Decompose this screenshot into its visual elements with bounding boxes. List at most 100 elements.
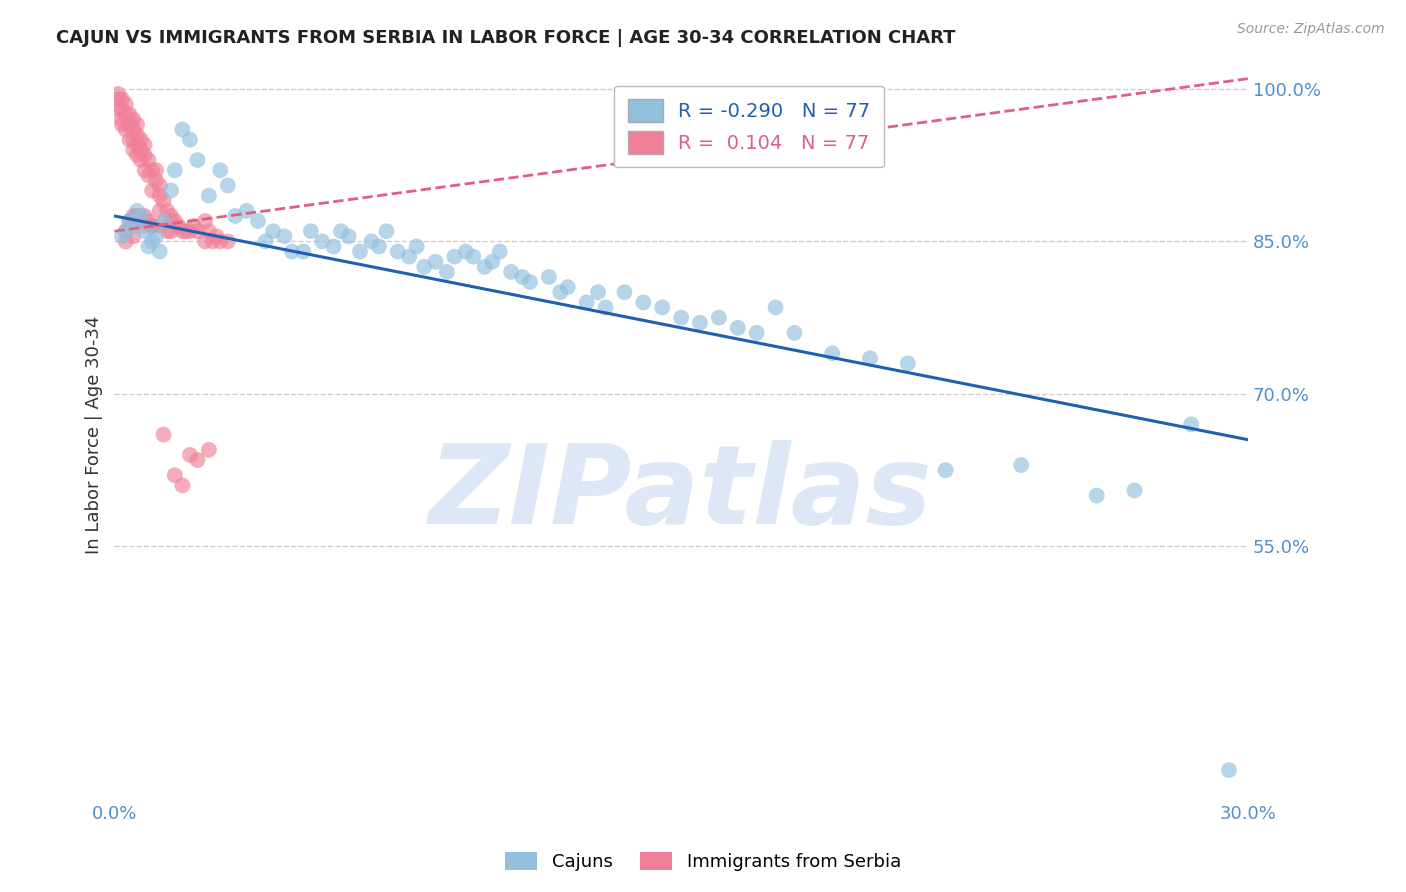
Cajuns — [122, 219, 145, 234]
Cajuns — [322, 239, 344, 253]
Immigrants from Serbia — [134, 137, 156, 152]
Cajuns — [209, 163, 232, 178]
Legend: Cajuns, Immigrants from Serbia: Cajuns, Immigrants from Serbia — [498, 845, 908, 879]
Immigrants from Serbia — [209, 235, 232, 249]
Cajuns — [198, 188, 221, 202]
Cajuns — [745, 326, 768, 340]
Immigrants from Serbia — [129, 143, 152, 157]
Immigrants from Serbia — [194, 235, 217, 249]
Immigrants from Serbia — [163, 468, 186, 483]
Cajuns — [548, 285, 571, 300]
Cajuns — [669, 310, 692, 325]
Cajuns — [463, 250, 485, 264]
Cajuns — [613, 285, 636, 300]
Cajuns — [152, 214, 174, 228]
Cajuns — [501, 265, 523, 279]
Cajuns — [141, 235, 163, 249]
Cajuns — [125, 203, 148, 218]
Cajuns — [273, 229, 295, 244]
Immigrants from Serbia — [179, 224, 201, 238]
Immigrants from Serbia — [111, 118, 134, 132]
Immigrants from Serbia — [160, 209, 183, 223]
Immigrants from Serbia — [198, 224, 221, 238]
Cajuns — [254, 235, 277, 249]
Cajuns — [689, 316, 711, 330]
Immigrants from Serbia — [156, 224, 179, 238]
Cajuns — [149, 244, 172, 259]
Immigrants from Serbia — [118, 118, 141, 132]
Immigrants from Serbia — [138, 169, 160, 183]
Immigrants from Serbia — [167, 219, 190, 234]
Cajuns — [111, 229, 134, 244]
Immigrants from Serbia — [134, 219, 156, 234]
Cajuns — [651, 301, 673, 315]
Immigrants from Serbia — [122, 122, 145, 136]
Cajuns — [1010, 458, 1032, 472]
Cajuns — [405, 239, 427, 253]
Cajuns — [557, 280, 579, 294]
Cajuns — [765, 301, 787, 315]
Cajuns — [488, 244, 510, 259]
Immigrants from Serbia — [160, 214, 183, 228]
Cajuns — [375, 224, 398, 238]
Cajuns — [1218, 763, 1240, 777]
Immigrants from Serbia — [107, 102, 129, 116]
Text: CAJUN VS IMMIGRANTS FROM SERBIA IN LABOR FORCE | AGE 30-34 CORRELATION CHART: CAJUN VS IMMIGRANTS FROM SERBIA IN LABOR… — [56, 29, 956, 46]
Immigrants from Serbia — [111, 102, 134, 116]
Cajuns — [145, 229, 167, 244]
Immigrants from Serbia — [179, 448, 201, 462]
Cajuns — [425, 254, 447, 268]
Cajuns — [1180, 417, 1202, 432]
Immigrants from Serbia — [118, 133, 141, 147]
Cajuns — [367, 239, 389, 253]
Cajuns — [217, 178, 239, 193]
Cajuns — [160, 184, 183, 198]
Immigrants from Serbia — [125, 148, 148, 162]
Immigrants from Serbia — [114, 235, 136, 249]
Immigrants from Serbia — [125, 137, 148, 152]
Immigrants from Serbia — [111, 112, 134, 127]
Cajuns — [586, 285, 609, 300]
Cajuns — [179, 133, 201, 147]
Cajuns — [349, 244, 371, 259]
Cajuns — [398, 250, 420, 264]
Cajuns — [859, 351, 882, 366]
Cajuns — [138, 239, 160, 253]
Cajuns — [413, 260, 436, 274]
Immigrants from Serbia — [122, 209, 145, 223]
Immigrants from Serbia — [125, 118, 148, 132]
Cajuns — [436, 265, 458, 279]
Immigrants from Serbia — [122, 229, 145, 244]
Immigrants from Serbia — [149, 178, 172, 193]
Immigrants from Serbia — [149, 188, 172, 202]
Immigrants from Serbia — [107, 87, 129, 101]
Immigrants from Serbia — [141, 184, 163, 198]
Immigrants from Serbia — [125, 209, 148, 223]
Immigrants from Serbia — [122, 143, 145, 157]
Cajuns — [595, 301, 617, 315]
Legend: R = -0.290   N = 77, R =  0.104   N = 77: R = -0.290 N = 77, R = 0.104 N = 77 — [614, 86, 884, 168]
Text: Source: ZipAtlas.com: Source: ZipAtlas.com — [1237, 22, 1385, 37]
Cajuns — [707, 310, 730, 325]
Immigrants from Serbia — [118, 107, 141, 121]
Immigrants from Serbia — [141, 219, 163, 234]
Cajuns — [519, 275, 541, 289]
Immigrants from Serbia — [152, 194, 174, 208]
Cajuns — [224, 209, 246, 223]
Cajuns — [575, 295, 598, 310]
Immigrants from Serbia — [141, 163, 163, 178]
Cajuns — [443, 250, 465, 264]
Cajuns — [1123, 483, 1146, 498]
Cajuns — [311, 235, 333, 249]
Cajuns — [114, 224, 136, 238]
Cajuns — [481, 254, 503, 268]
Cajuns — [118, 214, 141, 228]
Cajuns — [512, 269, 534, 284]
Cajuns — [821, 346, 844, 360]
Immigrants from Serbia — [129, 214, 152, 228]
Cajuns — [330, 224, 353, 238]
Immigrants from Serbia — [186, 224, 208, 238]
Cajuns — [337, 229, 360, 244]
Immigrants from Serbia — [114, 107, 136, 121]
Cajuns — [172, 122, 194, 136]
